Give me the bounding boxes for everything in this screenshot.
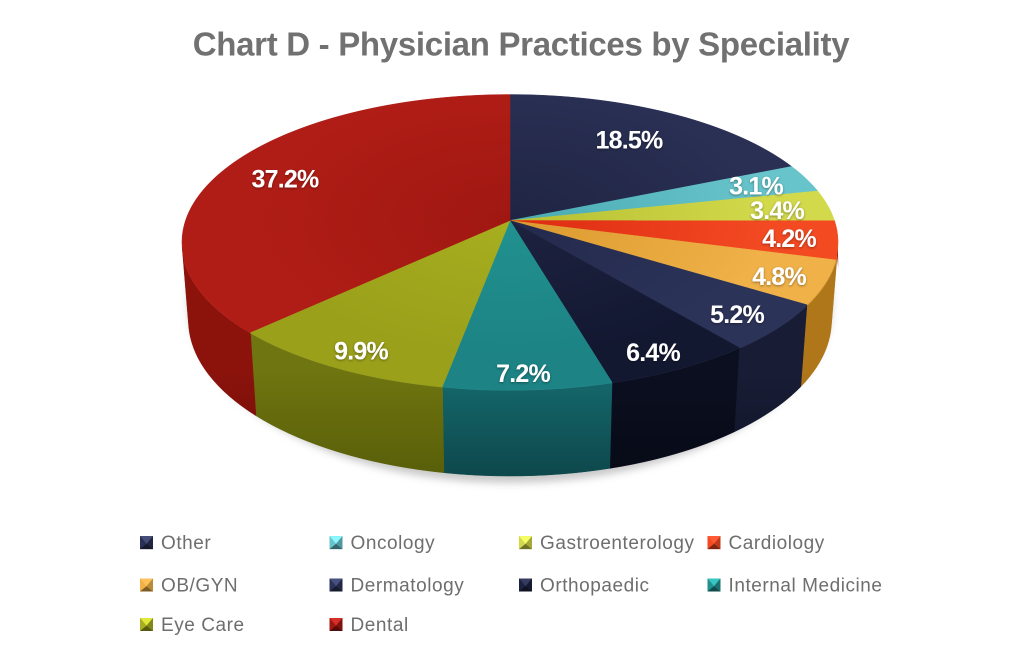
svg-text:Internal Medicine: Internal Medicine bbox=[729, 575, 883, 596]
svg-text:3.1%: 3.1% bbox=[729, 172, 783, 200]
svg-text:4.8%: 4.8% bbox=[752, 263, 806, 291]
svg-text:5.2%: 5.2% bbox=[710, 301, 764, 329]
svg-text:3.4%: 3.4% bbox=[750, 197, 804, 225]
svg-text:9.9%: 9.9% bbox=[334, 337, 388, 365]
svg-text:Eye Care: Eye Care bbox=[161, 615, 245, 636]
svg-text:Orthopaedic: Orthopaedic bbox=[540, 575, 650, 596]
svg-text:Dermatology: Dermatology bbox=[351, 575, 465, 596]
svg-text:Gastroenterology: Gastroenterology bbox=[540, 533, 695, 554]
svg-text:Cardiology: Cardiology bbox=[729, 533, 825, 554]
svg-text:Oncology: Oncology bbox=[351, 533, 436, 554]
svg-text:Chart D - Physician Practices: Chart D - Physician Practices by Special… bbox=[193, 26, 850, 63]
svg-text:7.2%: 7.2% bbox=[496, 360, 550, 388]
svg-text:18.5%: 18.5% bbox=[596, 126, 663, 154]
svg-text:Other: Other bbox=[161, 533, 211, 554]
svg-text:37.2%: 37.2% bbox=[252, 165, 319, 193]
svg-text:Dental: Dental bbox=[351, 615, 409, 636]
svg-text:6.4%: 6.4% bbox=[626, 339, 680, 367]
svg-text:OB/GYN: OB/GYN bbox=[161, 575, 238, 596]
svg-text:4.2%: 4.2% bbox=[762, 225, 816, 253]
